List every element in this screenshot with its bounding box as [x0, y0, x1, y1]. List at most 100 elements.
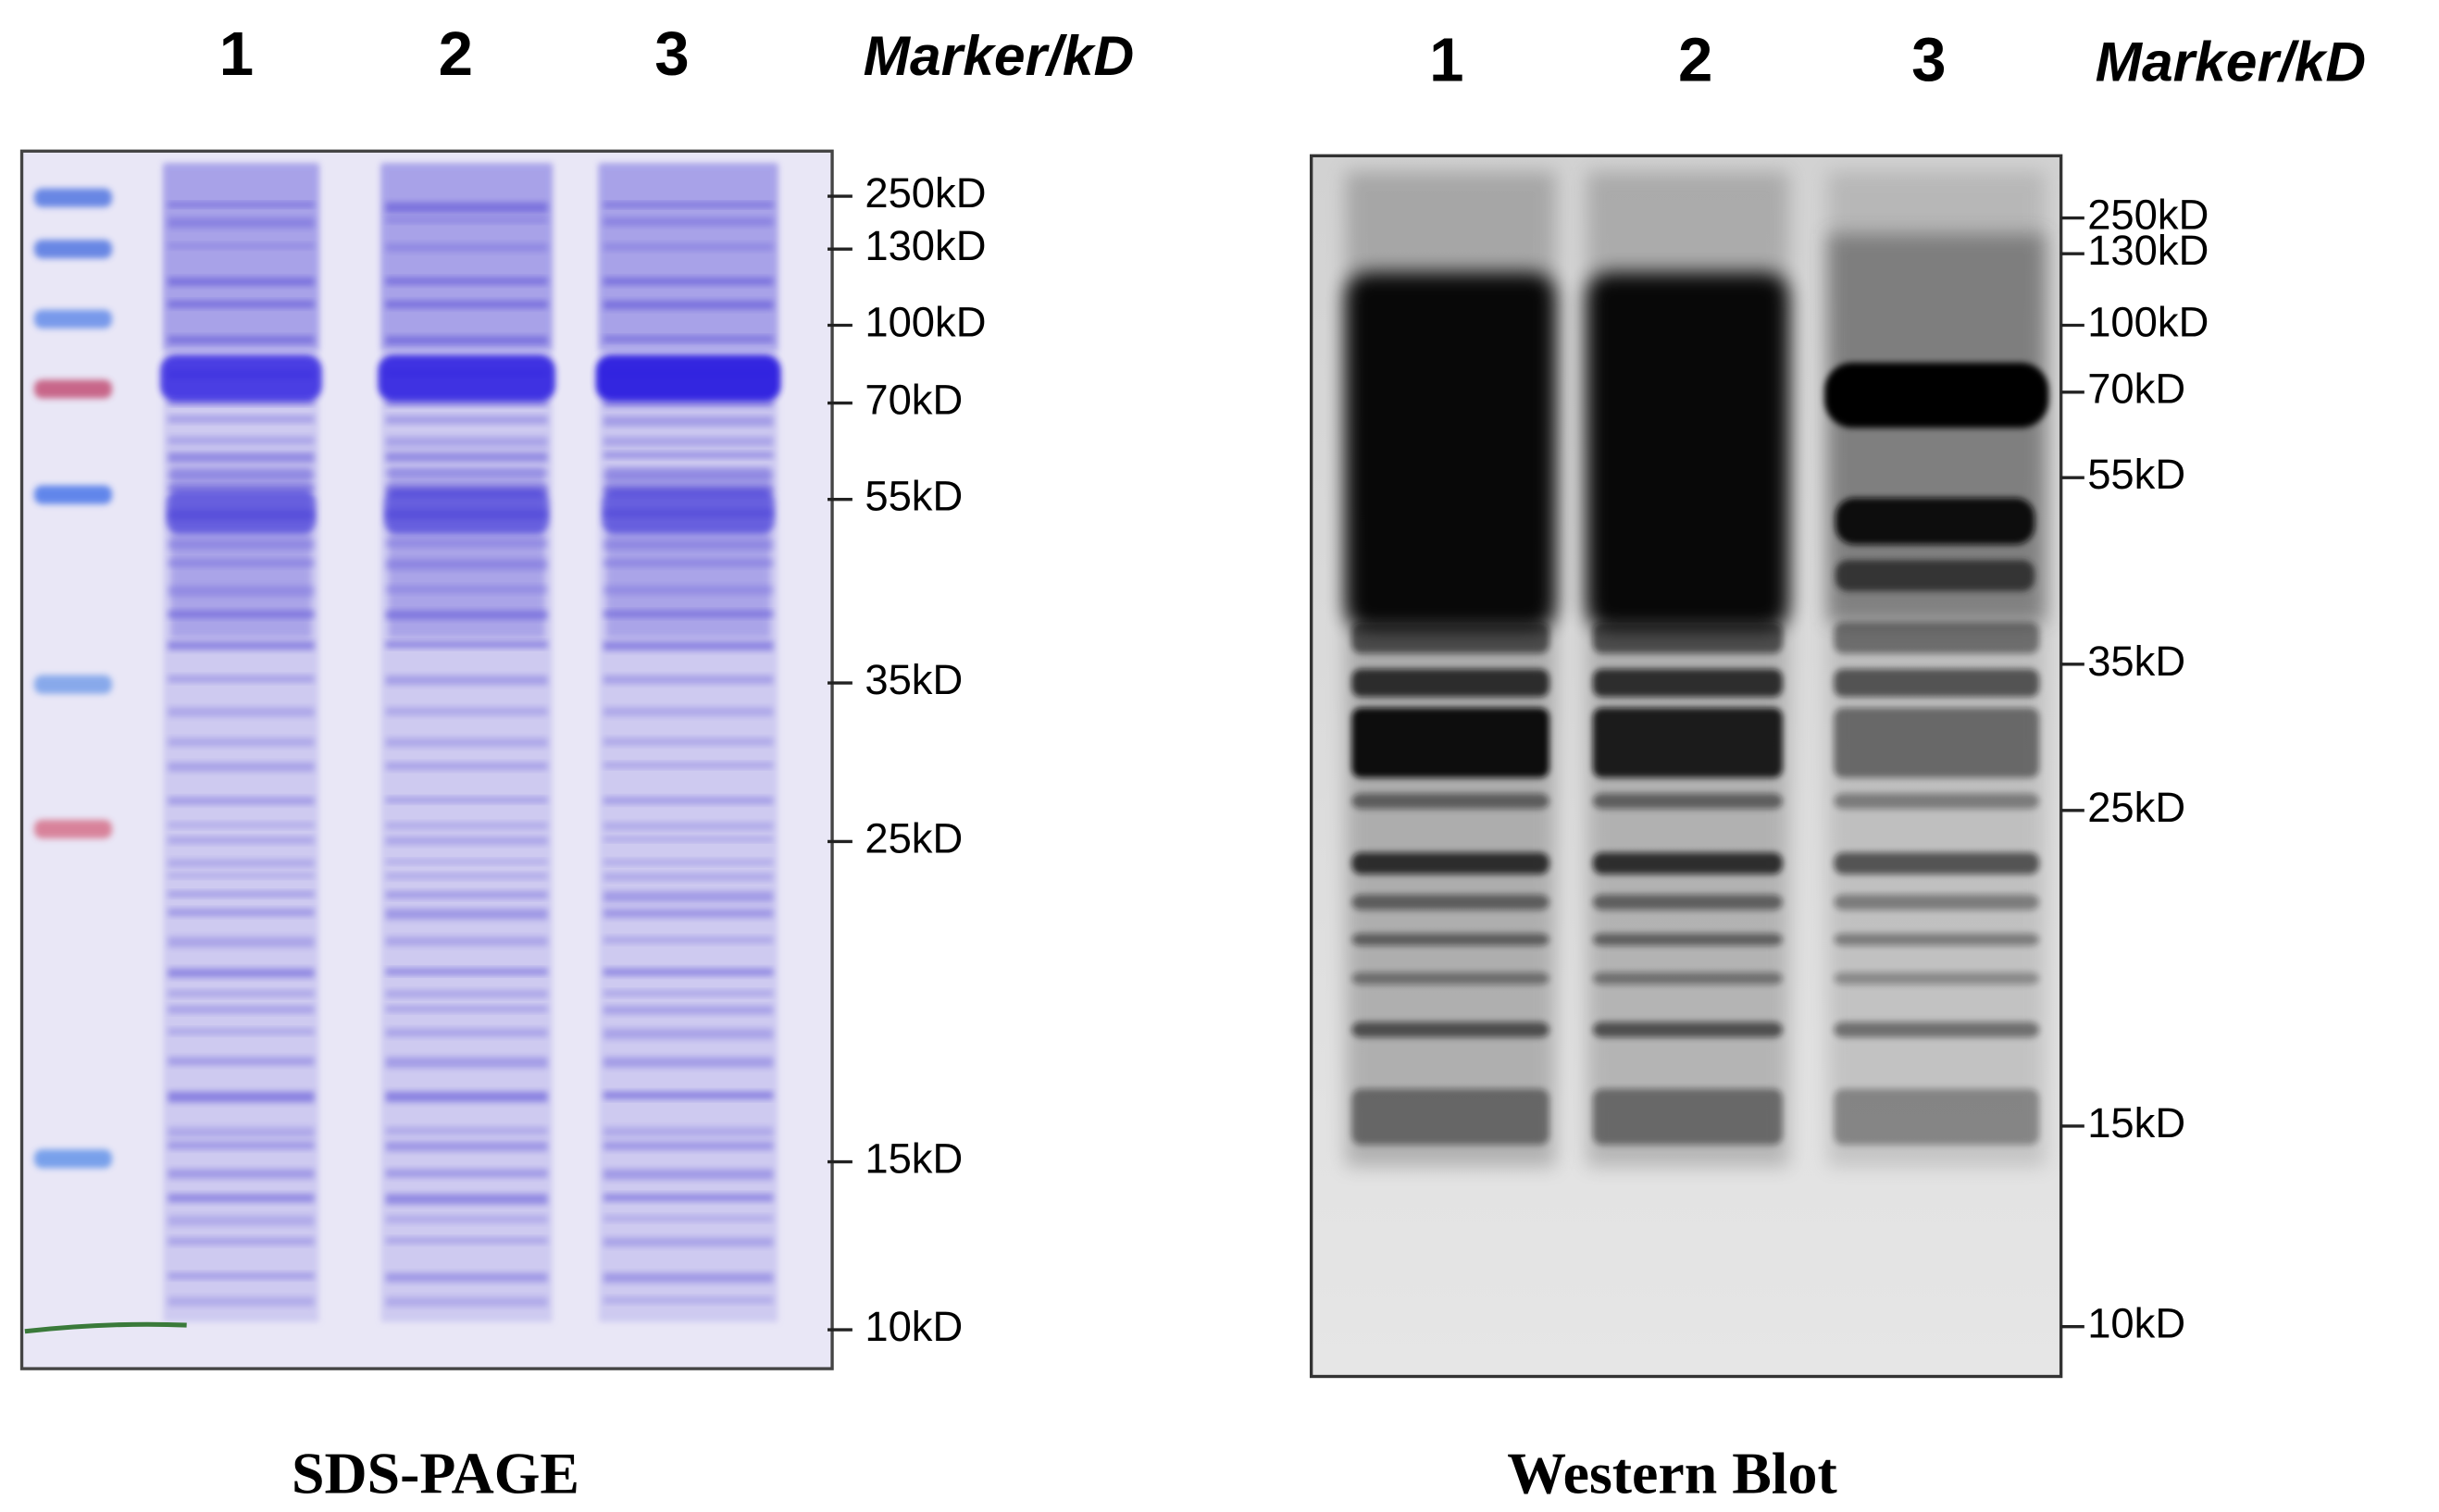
- band: [1834, 972, 2040, 985]
- band: [168, 415, 315, 423]
- band: [385, 202, 548, 213]
- band: [1835, 498, 2035, 545]
- band: [604, 336, 774, 342]
- band: [168, 469, 315, 480]
- band: [604, 610, 774, 618]
- band: [1834, 707, 2040, 778]
- band: [604, 539, 774, 551]
- lane-label: 2: [439, 19, 473, 89]
- band: [385, 469, 548, 477]
- band: [604, 640, 774, 651]
- band: [604, 436, 774, 447]
- marker-label: 100kD: [865, 298, 986, 345]
- band: [604, 217, 774, 227]
- marker-label: 55kD: [865, 473, 963, 520]
- band: [604, 1127, 774, 1137]
- band: [168, 485, 315, 491]
- band: [168, 1169, 315, 1179]
- band: [604, 1091, 774, 1099]
- band: [168, 300, 315, 308]
- band: [604, 822, 774, 831]
- band: [168, 707, 315, 717]
- marker-label: 15kD: [2087, 1099, 2185, 1146]
- band: [385, 399, 548, 406]
- band: [385, 797, 548, 803]
- band: [604, 1057, 774, 1068]
- band: [604, 707, 774, 716]
- band: [385, 1237, 548, 1244]
- band: [385, 1028, 548, 1037]
- band: [385, 559, 548, 570]
- band: [385, 990, 548, 998]
- band: [604, 1028, 774, 1040]
- band: [1592, 668, 1783, 698]
- band: [604, 859, 774, 865]
- smear: [1587, 272, 1789, 630]
- band: [1592, 1022, 1783, 1038]
- band: [604, 675, 774, 684]
- band: [604, 399, 774, 408]
- band: [168, 1127, 315, 1138]
- band: [168, 436, 315, 445]
- band: [604, 837, 774, 842]
- band: [168, 1006, 315, 1013]
- band: [385, 873, 548, 879]
- band: [385, 1272, 548, 1283]
- band: [385, 586, 548, 593]
- lane-label: 3: [654, 19, 689, 89]
- band: [1834, 933, 2040, 947]
- band: [604, 202, 774, 208]
- band: [385, 837, 548, 845]
- band: [168, 1194, 315, 1203]
- band: [1834, 793, 2040, 810]
- band: [385, 675, 548, 686]
- marker-label: 70kD: [865, 377, 963, 424]
- band: [604, 277, 774, 286]
- band: [604, 1169, 774, 1180]
- band: [1351, 972, 1549, 985]
- band: [168, 277, 315, 286]
- band: [604, 1272, 774, 1283]
- band: [168, 762, 315, 772]
- marker-label: 130kD: [865, 222, 986, 269]
- band: [168, 539, 315, 550]
- band: [168, 610, 315, 618]
- lane-label: 2: [1678, 26, 1712, 95]
- band: [168, 859, 315, 868]
- band: [168, 1237, 315, 1246]
- band: [385, 968, 548, 975]
- band: [385, 415, 548, 425]
- marker-label: 35kD: [865, 656, 963, 703]
- band: [604, 452, 774, 458]
- band: [604, 936, 774, 944]
- band: [168, 837, 315, 844]
- marker-label: 70kD: [2087, 366, 2185, 413]
- band: [604, 300, 774, 310]
- marker-label: 250kD: [865, 169, 986, 217]
- marker-band: [33, 188, 112, 207]
- band: [385, 1296, 548, 1307]
- band: [604, 469, 774, 481]
- lane-top: [380, 163, 553, 351]
- band: [1834, 852, 2040, 874]
- band: [604, 968, 774, 976]
- band: [604, 762, 774, 769]
- smear: [1345, 272, 1556, 630]
- band: [385, 1169, 548, 1178]
- band: [168, 1141, 315, 1150]
- band: [168, 559, 315, 567]
- band: [168, 399, 315, 405]
- marker-header: Marker/kD: [864, 24, 1134, 87]
- marker-label: 250kD: [2087, 192, 2209, 239]
- band: [385, 1091, 548, 1102]
- marker-header: Marker/kD: [2096, 31, 2367, 93]
- band: [604, 1215, 774, 1222]
- marker-band: [33, 819, 112, 839]
- band: [1592, 852, 1783, 874]
- band: [385, 1006, 548, 1012]
- band: [168, 873, 315, 878]
- marker-band: [33, 1149, 112, 1169]
- band: [385, 300, 548, 309]
- band: [385, 452, 548, 463]
